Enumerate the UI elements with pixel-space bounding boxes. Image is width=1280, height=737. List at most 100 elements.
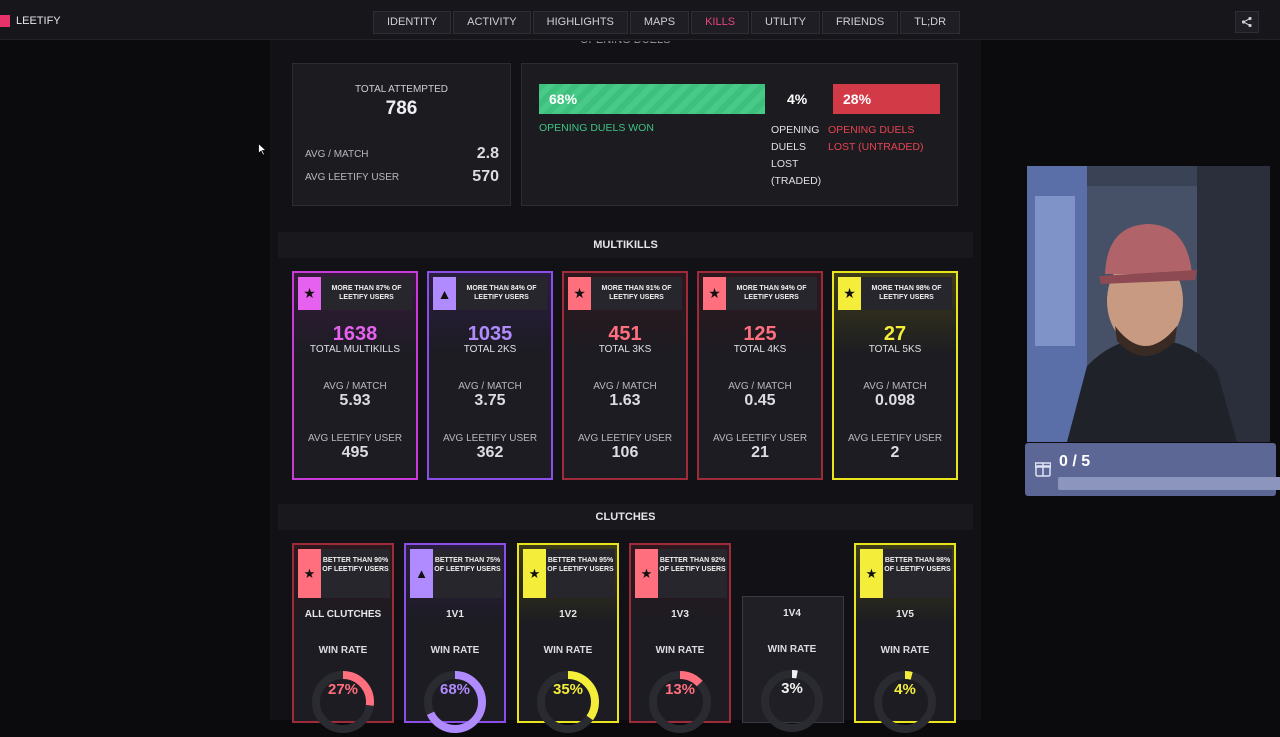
tab-highlights[interactable]: HIGHLIGHTS	[532, 11, 628, 34]
clutch-card[interactable]: ★ BETTER THAN 95% OF LEETIFY USERS 1V2 WIN …	[517, 543, 619, 733]
win-rate-label: WIN RATE	[655, 645, 705, 656]
avg-match-label: AVG / MATCH	[593, 381, 657, 392]
avg-user-block: AVG LEETIFY USER 2	[834, 421, 956, 476]
win-rate-ring	[312, 671, 374, 733]
multikill-total: 1638	[332, 323, 378, 345]
clutches-header: CLUTCHES	[278, 504, 973, 530]
tab-utility[interactable]: UTILITY	[751, 11, 820, 34]
percentile-text: MORE THAN 87% OF LEETIFY USERS	[331, 285, 402, 301]
percentile-text: BETTER THAN 95% OF LEETIFY USERS	[547, 557, 614, 573]
chevron-up-icon: ▲	[433, 277, 456, 310]
leetify-logo-icon	[0, 15, 10, 27]
win-rate-label: WIN RATE	[543, 645, 593, 656]
avg-match-block: AVG / MATCH 1.63	[564, 369, 686, 419]
avg-match-block: AVG / MATCH 0.45	[699, 369, 821, 419]
share-button[interactable]	[1235, 11, 1259, 33]
duels-traded-label: OPENING DUELS LOST (TRADED)	[771, 124, 822, 187]
avg-user-value: 570	[472, 168, 499, 185]
app-title: LEETIFY	[16, 15, 61, 27]
tab-maps[interactable]: MAPS	[629, 11, 690, 34]
opening-duels-heading: OPENING DUELS	[580, 34, 671, 46]
percentile-badge: ★ BETTER THAN 98% OF LEETIFY USERS	[860, 549, 952, 598]
multikill-card[interactable]: ▲ MORE THAN 84% OF LEETIFY USERS 1035 TOTAL…	[427, 271, 553, 480]
avg-user-block: AVG LEETIFY USER 106	[564, 421, 686, 476]
app-logo[interactable]: LEETIFY	[0, 15, 61, 27]
avg-match-block: AVG / MATCH 0.098	[834, 369, 956, 419]
clutch-card[interactable]: ★ BETTER THAN 98% OF LEETIFY USERS 1V5 WIN …	[854, 543, 956, 733]
tab-activity[interactable]: ACTIVITY	[453, 11, 531, 34]
avg-user-value: 2	[890, 444, 900, 461]
duels-traded-segment: 4%	[771, 84, 827, 114]
clutch-card[interactable]: ★ BETTER THAN 92% OF LEETIFY USERS 1V3 WIN …	[629, 543, 731, 733]
win-rate-value: 4%	[894, 681, 916, 698]
avg-user-label: AVG LEETIFY USER	[712, 433, 808, 444]
star-icon: ★	[860, 549, 883, 598]
duels-won-segment: 68%	[539, 84, 765, 114]
avg-match-label: AVG / MATCH	[458, 381, 522, 392]
star-icon: ★	[298, 277, 321, 310]
clutch-card[interactable]: ★ BETTER THAN 90% OF LEETIFY USERS ALL CLU…	[292, 543, 394, 733]
duels-untraded-segment: 28%	[833, 84, 940, 114]
avg-user-value: 106	[611, 444, 639, 461]
avg-user-label: AVG LEETIFY USER	[577, 433, 673, 444]
percentile-badge: ★ MORE THAN 94% OF LEETIFY USERS	[703, 277, 817, 310]
percentile-text: MORE THAN 98% OF LEETIFY USERS	[871, 285, 942, 301]
avg-user-label: AVG LEETIFY USER	[307, 433, 403, 444]
tab-identity[interactable]: IDENTITY	[373, 11, 452, 34]
tab-friends[interactable]: FRIENDS	[821, 11, 899, 34]
gift-icon	[1035, 462, 1051, 477]
streamer-video	[1027, 166, 1270, 442]
star-icon: ★	[838, 277, 861, 310]
win-rate-label: WIN RATE	[430, 645, 480, 656]
tab-tldr[interactable]: TL;DR	[900, 11, 961, 34]
multikill-label: TOTAL 3KS	[598, 344, 652, 355]
win-rate-value: 13%	[664, 681, 696, 698]
duel-outcome-bar: 68% 4% 28%	[539, 84, 940, 114]
avg-user-value: 21	[751, 444, 769, 461]
avg-user-block: AVG LEETIFY USER 495	[294, 421, 416, 476]
duels-untraded-pct: 28%	[843, 91, 872, 107]
avg-user-label: AVG LEETIFY USER	[305, 172, 400, 183]
multikills-header: MULTIKILLS	[278, 232, 973, 258]
percentile-text: MORE THAN 84% OF LEETIFY USERS	[466, 285, 537, 301]
avg-match-label: AVG / MATCH	[305, 149, 369, 160]
win-rate-label: WIN RATE	[318, 645, 368, 656]
avg-match-value: 1.63	[609, 392, 641, 409]
share-icon	[1241, 16, 1252, 28]
clutch-card[interactable]: 1V4 WIN RATE 3%	[742, 596, 844, 732]
section-nav: IDENTITY ACTIVITY HIGHLIGHTS MAPS KILLS …	[373, 11, 961, 34]
avg-match-label: AVG / MATCH	[323, 381, 387, 392]
total-attempted-value: 786	[385, 98, 418, 119]
percentile-text: BETTER THAN 90% OF LEETIFY USERS	[322, 557, 389, 573]
multikill-card[interactable]: ★ MORE THAN 94% OF LEETIFY USERS 125 TOTAL …	[697, 271, 823, 480]
avg-user-value: 362	[476, 444, 504, 461]
win-rate-label: WIN RATE	[880, 645, 930, 656]
avg-user-label: AVG LEETIFY USER	[847, 433, 943, 444]
win-rate-ring	[537, 671, 599, 733]
avg-user-block: AVG LEETIFY USER 21	[699, 421, 821, 476]
star-icon: ★	[523, 549, 546, 598]
goal-progress-bar	[1058, 477, 1280, 490]
clutch-name: ALL CLUTCHES	[304, 609, 382, 620]
total-attempted-label: TOTAL ATTEMPTED	[355, 84, 448, 95]
star-icon: ★	[298, 549, 321, 598]
avg-match-label: AVG / MATCH	[728, 381, 792, 392]
tab-kills[interactable]: KILLS	[691, 11, 750, 34]
clutch-name: 1V3	[671, 609, 689, 620]
percentile-text: MORE THAN 91% OF LEETIFY USERS	[601, 285, 672, 301]
mouse-cursor-icon	[258, 143, 267, 156]
duels-won-pct: 68%	[549, 91, 578, 107]
multikill-card[interactable]: ★ MORE THAN 98% OF LEETIFY USERS 27 TOTAL 5…	[832, 271, 958, 480]
multikill-card[interactable]: ★ MORE THAN 87% OF LEETIFY USERS 1638 TOTAL…	[292, 271, 418, 480]
avg-user-value: 495	[341, 444, 369, 461]
percentile-badge: ★ MORE THAN 98% OF LEETIFY USERS	[838, 277, 952, 310]
webcam-overlay	[1027, 166, 1270, 442]
avg-user-block: AVG LEETIFY USER 362	[429, 421, 551, 476]
duels-won-label: OPENING DUELS WON	[539, 122, 654, 134]
stream-goal-widget: 0 / 5	[1025, 443, 1280, 496]
kills-section: OPENING DUELS TOTAL ATTEMPTED 786 AVG / …	[270, 40, 981, 733]
star-icon: ★	[703, 277, 726, 310]
multikill-card[interactable]: ★ MORE THAN 91% OF LEETIFY USERS 451 TOTAL …	[562, 271, 688, 480]
clutch-card[interactable]: ▲ BETTER THAN 75% OF LEETIFY USERS 1V1 WIN …	[404, 543, 506, 733]
win-rate-label: WIN RATE	[767, 644, 817, 655]
